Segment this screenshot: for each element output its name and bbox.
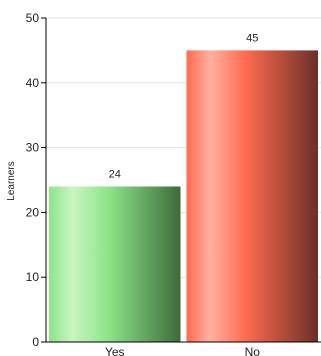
y-tick-label-10: 10	[26, 270, 40, 284]
y-tick-label-50: 50	[26, 11, 40, 25]
y-tick-label-40: 40	[26, 76, 40, 90]
x-tick-label-yes: Yes	[105, 345, 125, 356]
y-tick-label-30: 30	[26, 141, 40, 155]
x-ticks: Yes No	[105, 345, 260, 356]
y-tick-label-20: 20	[26, 205, 40, 219]
bars	[49, 50, 318, 343]
data-label-yes: 24	[109, 168, 121, 180]
bar-no	[186, 50, 318, 343]
axes	[45, 18, 321, 343]
y-tick-label-0: 0	[32, 335, 39, 349]
y-ticks: 0 10 20 30 40 50	[26, 11, 46, 349]
data-labels: 24 45	[109, 32, 259, 180]
y-axis-title: Learners	[6, 161, 17, 200]
x-tick-label-no: No	[245, 345, 261, 356]
data-label-no: 45	[246, 32, 258, 44]
bar-yes	[49, 186, 181, 342]
